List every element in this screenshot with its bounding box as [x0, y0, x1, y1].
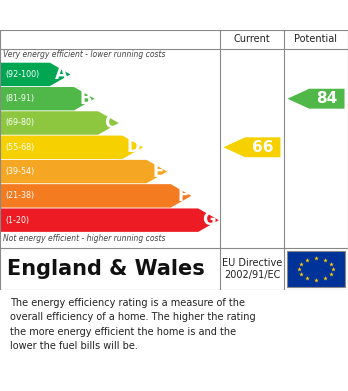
Text: EU Directive
2002/91/EC: EU Directive 2002/91/EC — [222, 258, 282, 280]
Text: (92-100): (92-100) — [6, 70, 40, 79]
Text: (81-91): (81-91) — [6, 94, 35, 103]
Text: E: E — [153, 163, 164, 181]
Polygon shape — [1, 184, 191, 208]
Polygon shape — [1, 208, 219, 232]
Polygon shape — [1, 87, 95, 110]
Polygon shape — [1, 136, 143, 159]
Text: (1-20): (1-20) — [6, 216, 30, 225]
Text: 66: 66 — [252, 140, 274, 155]
Text: The energy efficiency rating is a measure of the
overall efficiency of a home. T: The energy efficiency rating is a measur… — [10, 298, 256, 351]
Text: D: D — [126, 138, 140, 156]
Polygon shape — [287, 89, 345, 109]
Text: F: F — [177, 187, 189, 205]
Text: Energy Efficiency Rating: Energy Efficiency Rating — [10, 7, 232, 23]
Polygon shape — [1, 111, 119, 135]
Text: Potential: Potential — [294, 34, 338, 44]
Text: G: G — [202, 211, 216, 229]
Text: (21-38): (21-38) — [6, 191, 35, 200]
Polygon shape — [223, 137, 280, 157]
Text: A: A — [55, 65, 68, 83]
FancyBboxPatch shape — [287, 251, 345, 287]
Text: Current: Current — [234, 34, 270, 44]
Polygon shape — [1, 63, 70, 86]
Polygon shape — [1, 160, 167, 183]
Text: B: B — [79, 90, 92, 108]
Text: (39-54): (39-54) — [6, 167, 35, 176]
Text: C: C — [104, 114, 116, 132]
Text: (69-80): (69-80) — [6, 118, 35, 127]
Text: 84: 84 — [316, 91, 338, 106]
Text: Not energy efficient - higher running costs: Not energy efficient - higher running co… — [3, 234, 166, 243]
Text: (55-68): (55-68) — [6, 143, 35, 152]
Text: England & Wales: England & Wales — [7, 259, 205, 279]
Text: Very energy efficient - lower running costs: Very energy efficient - lower running co… — [3, 50, 166, 59]
